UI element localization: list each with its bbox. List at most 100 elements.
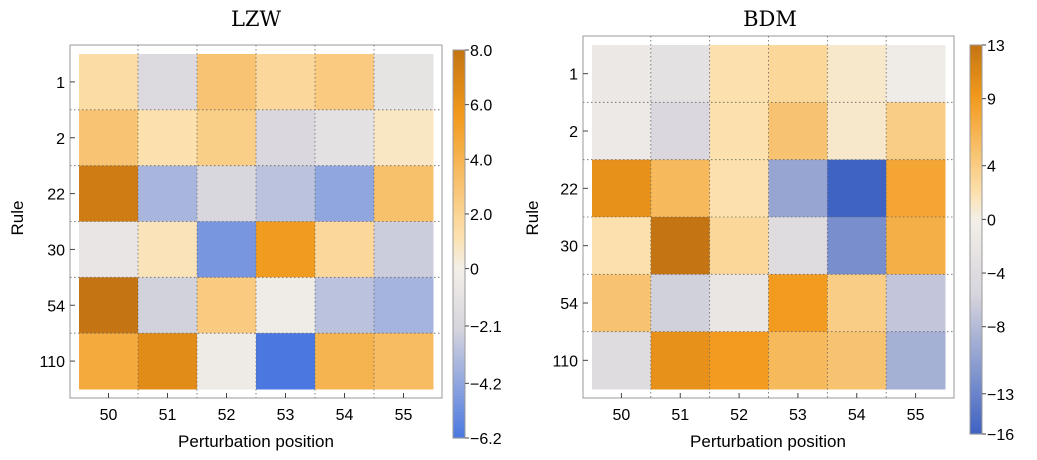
heatmap-cell xyxy=(709,102,769,161)
colorbar-segment xyxy=(970,362,982,367)
colorbar-segment xyxy=(970,194,982,198)
colorbar-segment xyxy=(970,64,982,69)
y-tick-label: 22 xyxy=(560,181,578,198)
colorbar-segment xyxy=(970,113,982,117)
colorbar-segment xyxy=(453,402,465,407)
colorbar-segment xyxy=(970,229,982,234)
colorbar-segment xyxy=(970,158,982,163)
colorbar-segment xyxy=(453,234,465,239)
colorbar-segment xyxy=(453,292,465,297)
colorbar-segment xyxy=(970,187,982,192)
colorbar-tick-label: 4.0 xyxy=(470,152,492,169)
colorbar-segment xyxy=(970,320,982,325)
colorbar-segment xyxy=(970,391,982,396)
colorbar-segment xyxy=(970,226,982,231)
x-axis-label-bdm: Perturbation position xyxy=(690,432,846,451)
colorbar-segment xyxy=(970,427,982,432)
colorbar-segment xyxy=(453,350,465,355)
heatmap-cell xyxy=(197,333,257,390)
heatmap-cell xyxy=(650,331,711,390)
heatmap-cell xyxy=(197,165,257,222)
colorbar-segment xyxy=(453,240,465,245)
colorbar-segment xyxy=(453,408,465,413)
colorbar-segment xyxy=(453,266,465,271)
colorbar-segment xyxy=(453,130,465,135)
colorbar-segment xyxy=(970,161,982,166)
y-axis-label-bdm: Rule xyxy=(523,201,542,236)
colorbar-segment xyxy=(453,379,465,384)
heatmap-cell xyxy=(709,217,769,275)
colorbar-segment xyxy=(970,207,982,211)
colorbar-segment xyxy=(970,145,982,150)
heatmap-cell xyxy=(886,217,946,275)
heatmap-cell xyxy=(827,217,887,275)
heatmap-cell xyxy=(315,333,375,390)
colorbar-segment xyxy=(970,385,982,390)
colorbar-segment xyxy=(970,132,982,137)
heatmap-cell xyxy=(315,277,375,334)
colorbar-segment xyxy=(453,95,465,100)
heatmap-cell xyxy=(197,277,257,334)
colorbar-segment xyxy=(970,398,982,403)
heatmap-cell xyxy=(79,109,139,167)
x-tick-label: 51 xyxy=(671,407,689,424)
colorbar-segment xyxy=(970,190,982,195)
colorbar-segment xyxy=(970,268,982,273)
colorbar-segment xyxy=(970,242,982,247)
colorbar-segment xyxy=(453,227,465,232)
heatmap-cell xyxy=(374,333,434,390)
heatmap-cell xyxy=(79,277,139,334)
colorbar-segment xyxy=(970,349,982,354)
heatmap-cell xyxy=(197,109,257,167)
colorbar-segment xyxy=(453,250,465,255)
heatmap-bdm-panel: BDM Rule Perturbation position 122230541… xyxy=(523,7,1014,451)
heatmap-cell xyxy=(592,45,652,103)
colorbar-segment xyxy=(970,90,982,95)
colorbar-segment xyxy=(970,304,982,309)
colorbar-segment xyxy=(970,67,982,72)
colorbar-segment xyxy=(453,415,465,420)
colorbar-segment xyxy=(970,126,982,130)
heatmap-cell xyxy=(827,331,887,390)
colorbar-segment xyxy=(453,111,465,116)
heatmap-cell xyxy=(592,102,652,161)
colorbar-segment xyxy=(970,80,982,85)
colorbar-segment xyxy=(453,418,465,423)
colorbar-tick-label: 6.0 xyxy=(470,98,492,115)
heatmap-cell xyxy=(592,274,652,333)
colorbar-segment xyxy=(970,352,982,357)
colorbar-segment xyxy=(453,347,465,352)
heatmap-cell xyxy=(709,45,769,103)
colorbar-segment xyxy=(453,363,465,368)
heatmap-cell xyxy=(827,274,887,333)
colorbar-segment xyxy=(453,114,465,119)
colorbar-tick-label: 0 xyxy=(470,262,479,279)
colorbar-segment xyxy=(970,96,982,101)
heatmap-cell xyxy=(374,165,434,222)
x-tick-label: 55 xyxy=(395,407,413,424)
colorbar-segment xyxy=(453,101,465,106)
colorbar-segment xyxy=(453,341,465,345)
colorbar-segment xyxy=(970,51,982,56)
colorbar-tick-label: 8.0 xyxy=(470,43,492,60)
heatmap-cell xyxy=(256,221,316,278)
colorbar-segment xyxy=(970,317,982,322)
colorbar-segment xyxy=(970,388,982,393)
colorbar-segment xyxy=(453,159,465,164)
heatmap-cell xyxy=(79,54,139,111)
colorbar-segment xyxy=(453,163,465,167)
heatmap-cell xyxy=(650,45,711,103)
y-tick-label: 54 xyxy=(47,298,65,315)
colorbar-segment xyxy=(453,56,465,61)
heatmap-cell xyxy=(256,277,316,334)
colorbar-segment xyxy=(453,66,465,70)
colorbar-segment xyxy=(453,195,465,200)
colorbar-segment xyxy=(970,330,982,335)
colorbar-segment xyxy=(970,151,982,156)
colorbar-segment xyxy=(970,301,982,305)
colorbar-segment xyxy=(453,298,465,303)
colorbar-tick-label: −8 xyxy=(987,320,1005,337)
colorbar-segment xyxy=(453,150,465,155)
colorbar-segment xyxy=(970,148,982,153)
